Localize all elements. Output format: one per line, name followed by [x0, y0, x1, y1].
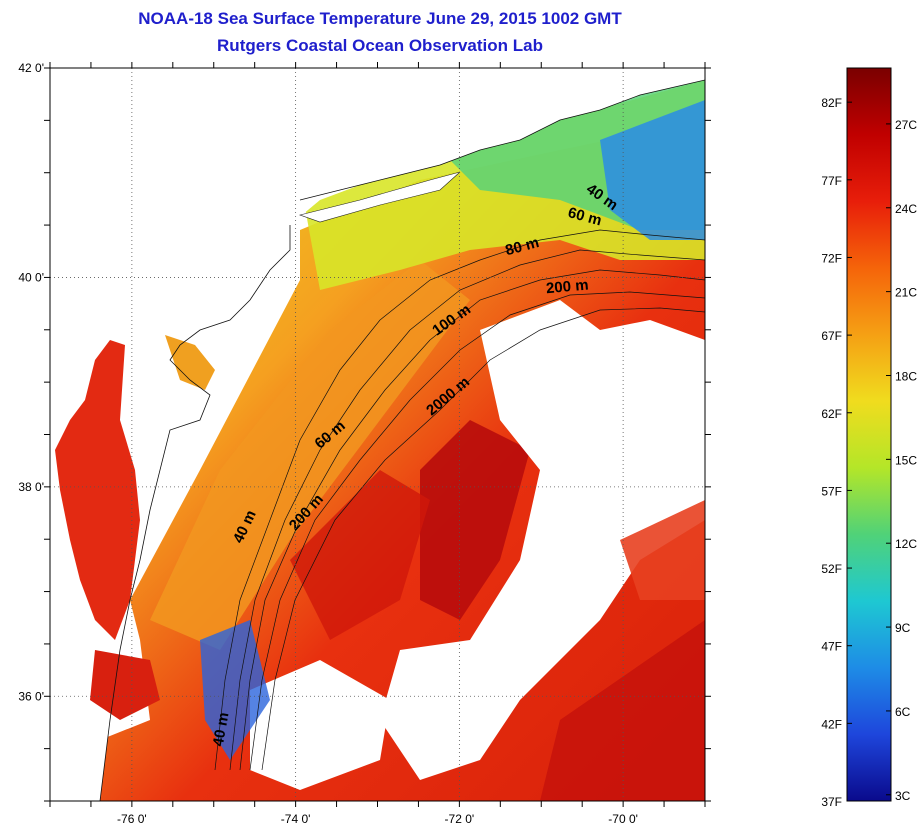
bathymetry-contours	[214, 229, 705, 771]
colorbar-c-label: 9C	[895, 621, 911, 635]
isobath-200m	[249, 291, 705, 771]
lon-tick-label: -72 0'	[445, 812, 475, 826]
colorbar: 82F 77F 72F 67F 62F 57F 52F 47F 42F 37F 27C 24C 21C 1…	[821, 67, 917, 809]
colorbar-c-label: 3C	[895, 789, 911, 803]
colorbar-c-label: 6C	[895, 705, 911, 719]
shelf-water	[150, 260, 470, 650]
map-title: NOAA-18 Sea Surface Temperature June 29,…	[138, 9, 622, 28]
colorbar-c-label: 18C	[895, 369, 917, 383]
map-image-area: 40 m 60 m 80 m 200 m 100 m 2000 m 60 m 4…	[50, 68, 705, 801]
axis-ticks	[44, 62, 711, 807]
colorbar-f-label: 67F	[821, 329, 842, 343]
colorbar-f-label: 62F	[821, 407, 842, 421]
colorbar-f-label: 72F	[821, 251, 842, 265]
lat-tick-label: 40 0'	[18, 270, 44, 284]
colorbar-f-label: 82F	[821, 96, 842, 110]
contour-label: 200 m	[545, 277, 589, 298]
colorbar-f-label: 77F	[821, 174, 842, 188]
lat-tick-label: 42 0'	[18, 61, 44, 75]
gulf-stream-core	[420, 420, 530, 620]
cold-water-patch	[600, 100, 705, 240]
colorbar-f-label: 42F	[821, 717, 842, 731]
colorbar-c-label: 21C	[895, 286, 917, 300]
pamlico-sound-water	[90, 650, 160, 720]
colorbar-c-label: 27C	[895, 118, 917, 132]
cloud-mask-offshore	[380, 300, 705, 780]
lon-tick-label: -70 0'	[608, 812, 638, 826]
axis-labels: 42 0' 40 0' 38 0' 36 0' -76 0' -74 0' -72 0' -7…	[18, 61, 638, 826]
colorbar-c-label: 12C	[895, 537, 917, 551]
map-subtitle: Rutgers Coastal Ocean Observation Lab	[217, 36, 543, 55]
contour-label: 40 m	[210, 711, 233, 748]
warm-filament	[620, 500, 705, 600]
colorbar-gradient	[846, 67, 892, 802]
cloud-mask-south	[250, 660, 390, 790]
isobath-40m	[214, 229, 705, 771]
lon-tick-label: -74 0'	[281, 812, 311, 826]
isobath-2000m	[261, 307, 705, 771]
coastline	[99, 225, 291, 801]
colorbar-f-label: 57F	[821, 484, 842, 498]
land-mass	[50, 68, 705, 801]
long-island	[298, 171, 461, 223]
colorbar-f-label: 37F	[821, 795, 842, 809]
isobath-100m	[239, 269, 705, 771]
lon-tick-label: -76 0'	[117, 812, 147, 826]
southeast-warm-water	[540, 620, 705, 801]
lat-tick-label: 36 0'	[18, 689, 44, 703]
northern-coastline	[299, 79, 705, 201]
warm-water-eddy	[290, 470, 430, 640]
colorbar-c-label: 15C	[895, 453, 917, 467]
cold-coastal-water	[200, 620, 270, 760]
isobath-60m	[229, 249, 705, 771]
colorbar-c-label: 24C	[895, 202, 917, 216]
lat-tick-label: 38 0'	[18, 480, 44, 494]
colorbar-f-label: 52F	[821, 562, 842, 576]
colorbar-f-label: 47F	[821, 640, 842, 654]
chesapeake-bay-water	[55, 340, 140, 640]
colorbar-labels: 82F 77F 72F 67F 62F 57F 52F 47F 42F 37F 27C 24C 21C 1…	[821, 96, 917, 809]
